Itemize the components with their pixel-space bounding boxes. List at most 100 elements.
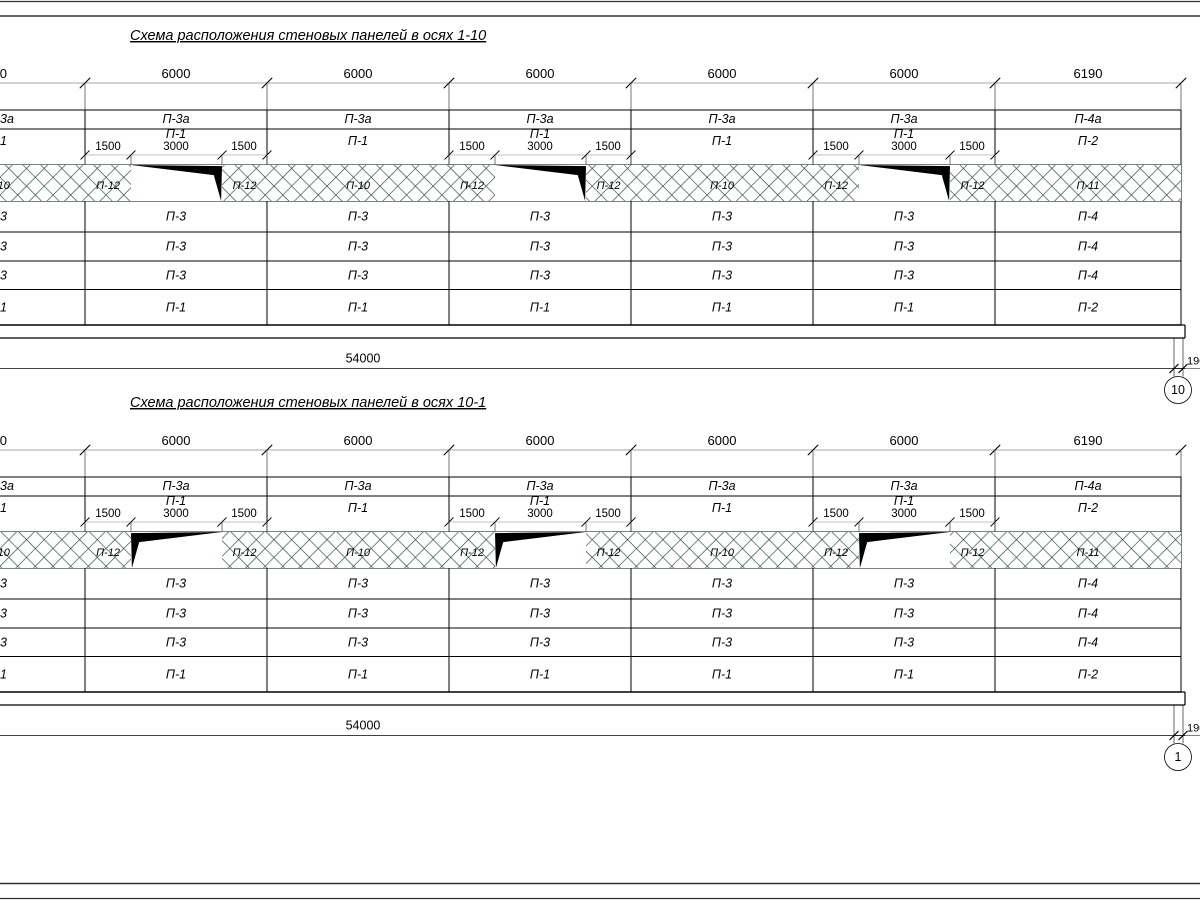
svg-text:П-12: П-12 xyxy=(961,180,985,192)
svg-text:54000: 54000 xyxy=(346,352,381,366)
svg-text:П-3а: П-3а xyxy=(162,479,189,493)
svg-text:6000: 6000 xyxy=(0,433,7,448)
svg-text:П-3: П-3 xyxy=(348,635,368,649)
svg-text:6000: 6000 xyxy=(526,66,555,81)
svg-text:П-3а: П-3а xyxy=(162,112,189,126)
svg-text:6000: 6000 xyxy=(344,433,373,448)
svg-text:П-3: П-3 xyxy=(894,210,914,224)
svg-text:П-12: П-12 xyxy=(961,547,985,559)
svg-text:П-10: П-10 xyxy=(346,180,371,192)
svg-text:6000: 6000 xyxy=(162,66,191,81)
svg-text:П-3а: П-3а xyxy=(344,479,371,493)
svg-text:П-10: П-10 xyxy=(0,547,11,559)
svg-text:П-3а: П-3а xyxy=(344,112,371,126)
svg-text:6000: 6000 xyxy=(0,66,7,81)
svg-text:Схема расположения стеновых па: Схема расположения стеновых панелей в ос… xyxy=(130,28,486,44)
svg-text:П-3: П-3 xyxy=(894,635,914,649)
svg-text:П-1: П-1 xyxy=(712,667,732,681)
svg-text:П-4: П-4 xyxy=(1078,268,1098,282)
svg-text:П-1: П-1 xyxy=(530,667,550,681)
svg-text:6000: 6000 xyxy=(890,66,919,81)
svg-text:1500: 1500 xyxy=(959,141,985,153)
svg-text:П-3: П-3 xyxy=(530,607,550,621)
svg-text:6000: 6000 xyxy=(708,433,737,448)
svg-text:П-12: П-12 xyxy=(460,180,484,192)
svg-text:П-10: П-10 xyxy=(710,180,735,192)
svg-text:3000: 3000 xyxy=(527,141,553,153)
svg-text:П-3: П-3 xyxy=(712,240,732,254)
svg-text:6000: 6000 xyxy=(344,66,373,81)
svg-text:П-12: П-12 xyxy=(597,180,621,192)
svg-text:3: 3 xyxy=(0,635,7,649)
svg-text:П-3: П-3 xyxy=(712,607,732,621)
svg-text:П-3а: П-3а xyxy=(526,479,553,493)
svg-text:П-3: П-3 xyxy=(894,240,914,254)
svg-text:1900: 1900 xyxy=(1187,356,1200,368)
svg-text:1: 1 xyxy=(1175,750,1182,764)
svg-text:П-3: П-3 xyxy=(348,210,368,224)
svg-text:П-3: П-3 xyxy=(166,577,186,591)
svg-text:П-2: П-2 xyxy=(1078,501,1098,515)
svg-text:П-3: П-3 xyxy=(894,268,914,282)
svg-text:П-1: П-1 xyxy=(894,127,914,141)
svg-text:Схема расположения стеновых па: Схема расположения стеновых панелей в ос… xyxy=(130,395,486,411)
svg-text:3: 3 xyxy=(0,210,7,224)
svg-text:1500: 1500 xyxy=(95,141,121,153)
svg-text:1: 1 xyxy=(0,667,7,681)
svg-text:6000: 6000 xyxy=(162,433,191,448)
svg-text:П-3: П-3 xyxy=(348,607,368,621)
svg-text:1500: 1500 xyxy=(959,508,985,520)
svg-text:3000: 3000 xyxy=(891,141,917,153)
svg-text:П-3: П-3 xyxy=(348,240,368,254)
svg-text:1500: 1500 xyxy=(823,141,849,153)
svg-text:1500: 1500 xyxy=(231,508,257,520)
svg-text:3000: 3000 xyxy=(163,141,189,153)
svg-text:1500: 1500 xyxy=(95,508,121,520)
svg-text:П-3: П-3 xyxy=(530,210,550,224)
svg-text:П-3: П-3 xyxy=(166,210,186,224)
svg-text:П-1: П-1 xyxy=(348,501,368,515)
svg-text:П-3: П-3 xyxy=(530,577,550,591)
svg-text:П-1: П-1 xyxy=(530,127,550,141)
svg-text:П-3а: П-3а xyxy=(890,479,917,493)
svg-text:1500: 1500 xyxy=(459,508,485,520)
svg-text:П-10: П-10 xyxy=(710,547,735,559)
svg-text:П-1: П-1 xyxy=(166,667,186,681)
svg-text:П-10: П-10 xyxy=(346,547,371,559)
svg-text:3а: 3а xyxy=(0,479,14,493)
svg-text:П-1: П-1 xyxy=(894,667,914,681)
svg-text:1: 1 xyxy=(0,300,7,314)
svg-text:П-1: П-1 xyxy=(166,300,186,314)
svg-text:П-1: П-1 xyxy=(894,300,914,314)
svg-text:3: 3 xyxy=(0,607,7,621)
svg-text:П-1: П-1 xyxy=(166,494,186,508)
svg-text:П-3: П-3 xyxy=(894,607,914,621)
svg-text:3: 3 xyxy=(0,577,7,591)
svg-text:П-3: П-3 xyxy=(348,577,368,591)
svg-text:П-12: П-12 xyxy=(597,547,621,559)
svg-text:П-3: П-3 xyxy=(166,240,186,254)
svg-text:П-1: П-1 xyxy=(166,127,186,141)
svg-text:П-3: П-3 xyxy=(530,635,550,649)
svg-text:П-1: П-1 xyxy=(712,300,732,314)
svg-text:П-12: П-12 xyxy=(824,547,848,559)
svg-text:П-3: П-3 xyxy=(166,635,186,649)
svg-text:П-4а: П-4а xyxy=(1074,479,1101,493)
svg-text:П-3: П-3 xyxy=(530,268,550,282)
svg-text:1500: 1500 xyxy=(231,141,257,153)
svg-text:6000: 6000 xyxy=(890,433,919,448)
svg-text:6190: 6190 xyxy=(1074,433,1103,448)
svg-text:П-12: П-12 xyxy=(233,547,257,559)
svg-text:6000: 6000 xyxy=(526,433,555,448)
svg-text:П-4: П-4 xyxy=(1078,635,1098,649)
svg-text:54000: 54000 xyxy=(346,719,381,733)
svg-text:П-3: П-3 xyxy=(712,210,732,224)
svg-text:П-2: П-2 xyxy=(1078,667,1098,681)
svg-text:190: 190 xyxy=(1187,723,1200,735)
svg-text:П-1: П-1 xyxy=(530,494,550,508)
svg-text:П-3а: П-3а xyxy=(708,112,735,126)
svg-text:П-1: П-1 xyxy=(348,134,368,148)
svg-text:П-3: П-3 xyxy=(166,268,186,282)
svg-text:П-12: П-12 xyxy=(96,180,120,192)
svg-text:П-4а: П-4а xyxy=(1074,112,1101,126)
